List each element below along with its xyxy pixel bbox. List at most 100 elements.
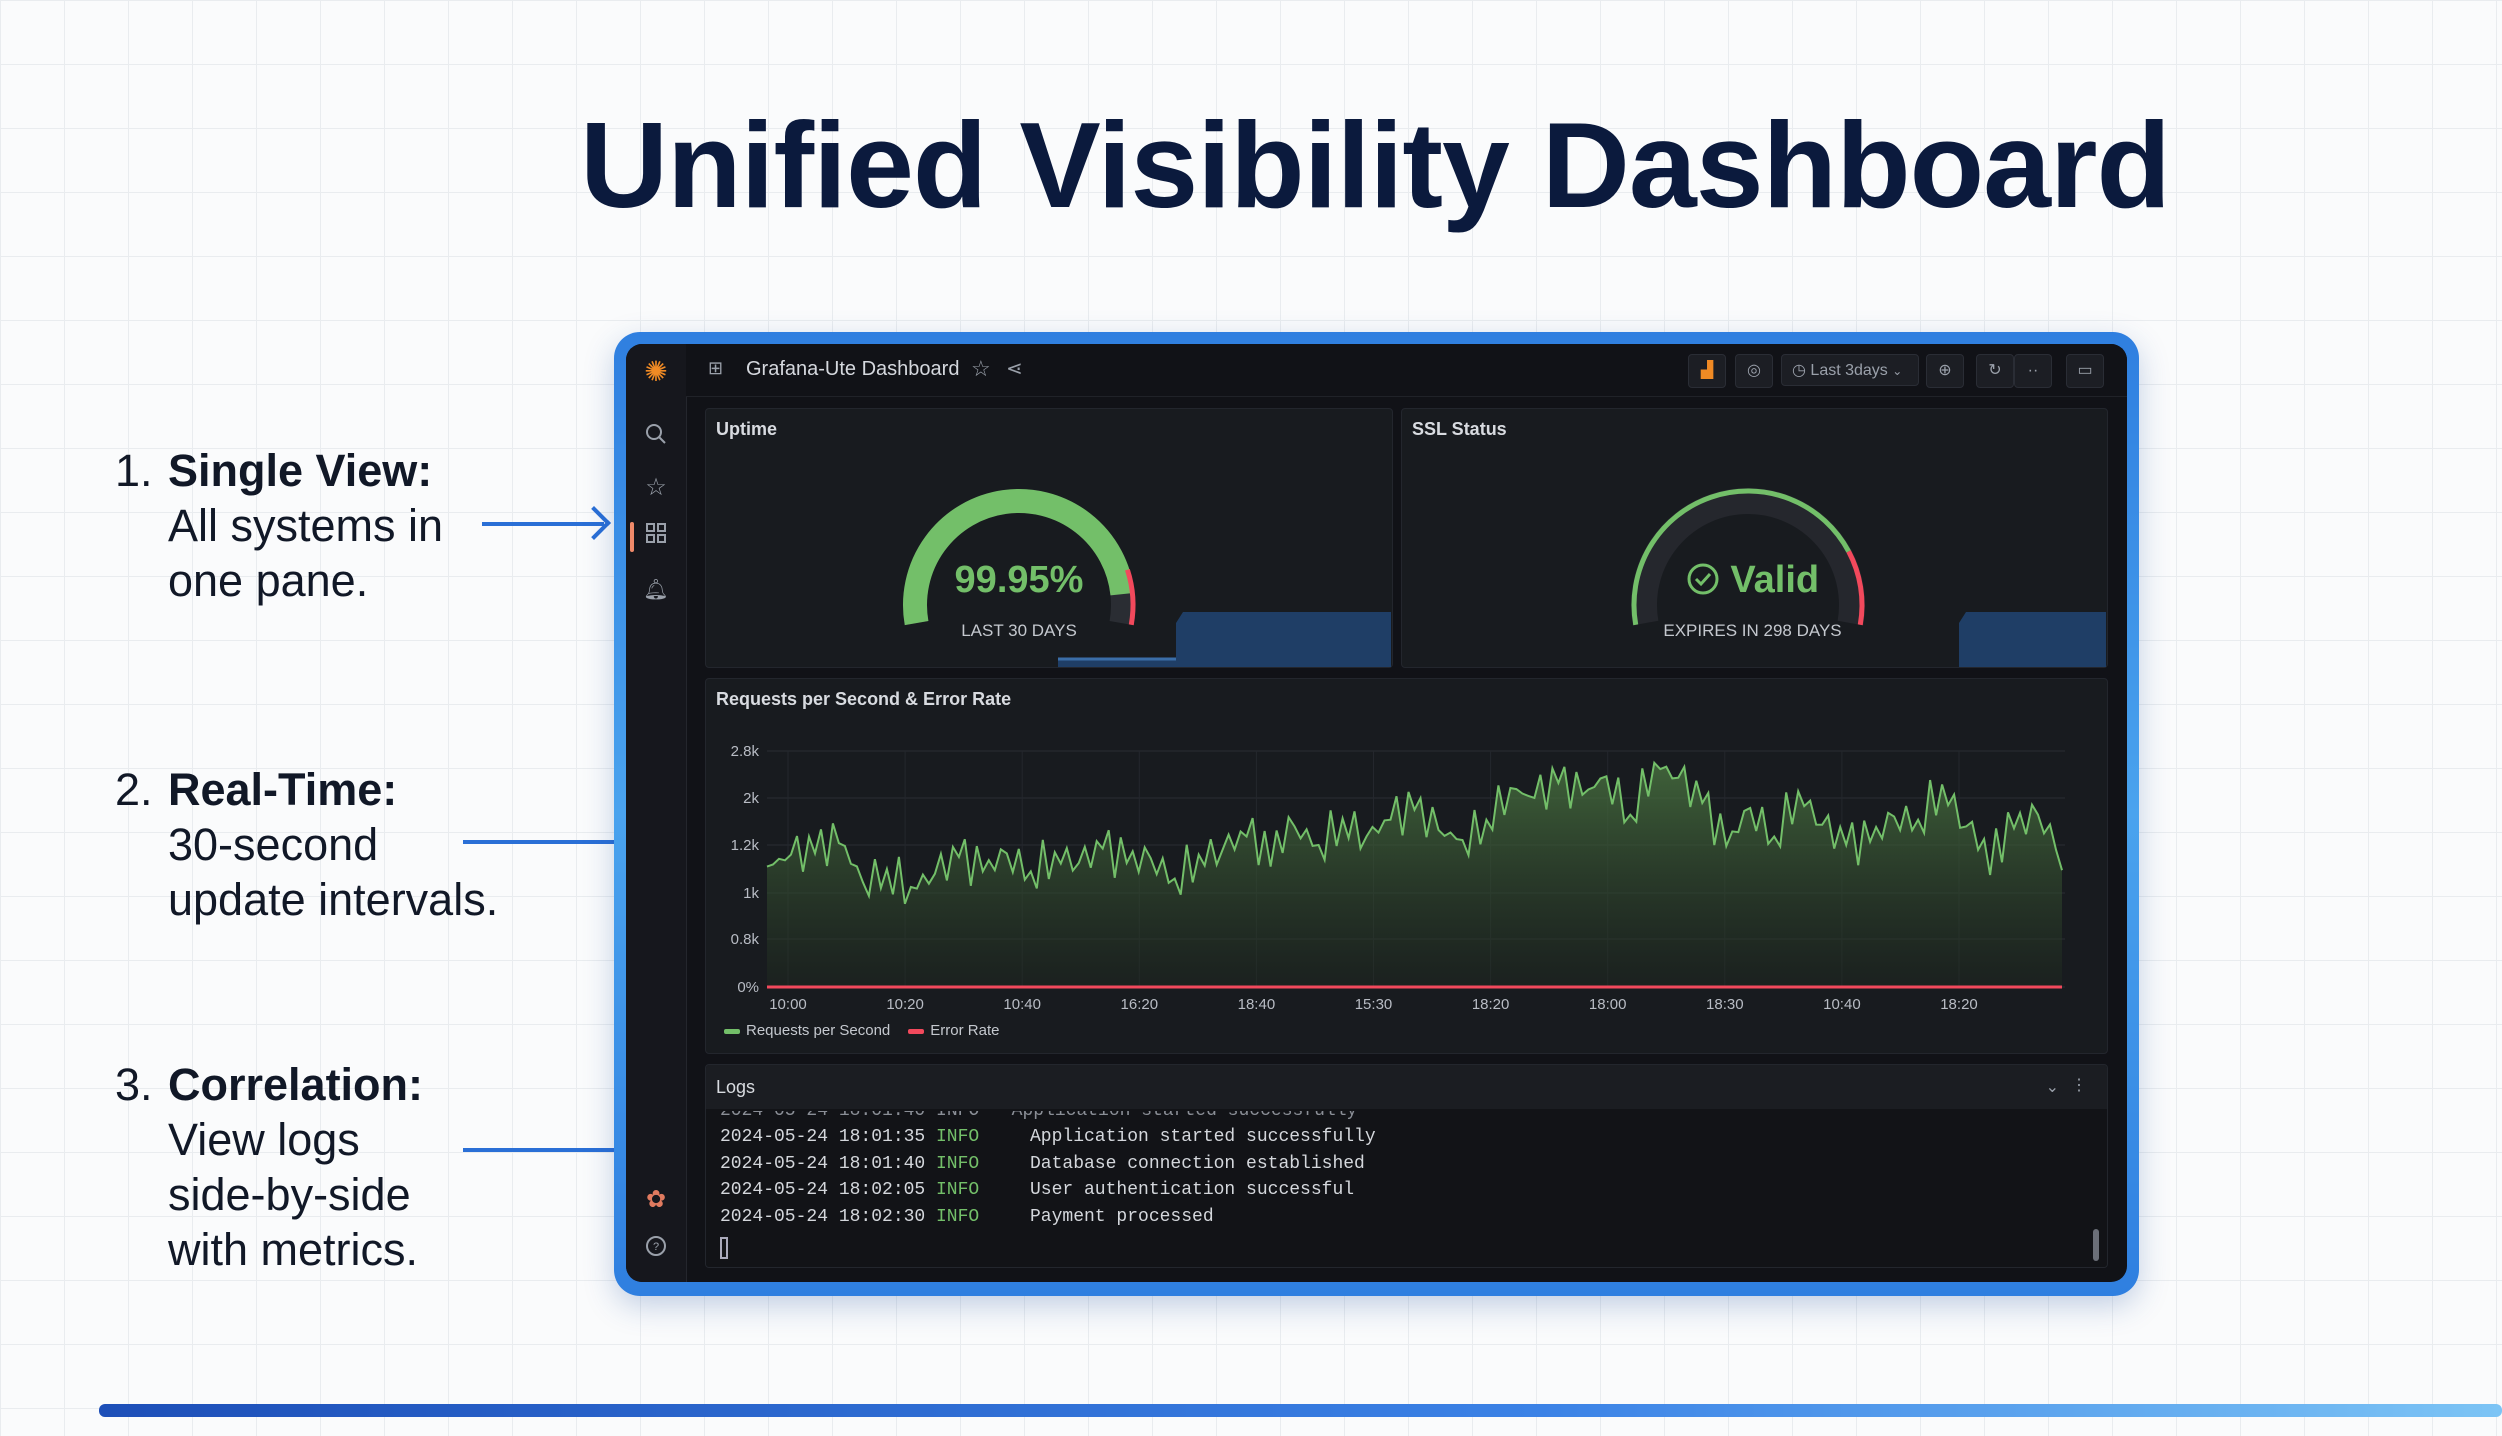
clock-icon: ◷: [1792, 362, 1806, 379]
panel-title: Uptime: [716, 419, 778, 439]
arrow-icon: [463, 840, 691, 844]
point-text: All systems in: [168, 500, 444, 551]
share-icon[interactable]: ⋖: [1006, 358, 1023, 380]
y-tick-label: 2k: [743, 790, 759, 807]
log-msg: Database connection established: [1030, 1153, 1365, 1174]
log-level: INFO: [936, 1180, 980, 1200]
add-panel-button[interactable]: ▟: [1688, 354, 1726, 388]
ssl-subtitle: EXPIRES IN 298 DAYS: [1663, 621, 1842, 640]
logs-panel: Logs ⌄ ⋮ 2024-05-24 18:01:40 INFO Applic…: [705, 1064, 2108, 1268]
help-icon[interactable]: ?: [640, 1234, 672, 1266]
y-tick-label: 1k: [743, 885, 759, 902]
point-title: Real-Time:: [168, 764, 398, 815]
user-avatar-icon[interactable]: ✿: [645, 1186, 667, 1213]
panel-title: SSL Status: [1412, 419, 1507, 439]
dashboard-title[interactable]: Grafana-Ute Dashboard: [746, 358, 960, 380]
star-icon[interactable]: ☆: [645, 474, 667, 501]
x-tick-label: 16:20: [1121, 996, 1159, 1013]
chart-legend: Requests per Second Error Rate: [724, 1022, 999, 1039]
sparkline: [1058, 612, 1391, 667]
log-level: INFO: [936, 1206, 980, 1227]
uptime-value: 99.95%: [954, 559, 1084, 601]
x-tick-label: 18:40: [1238, 996, 1276, 1013]
text-cursor[interactable]: [720, 1237, 728, 1259]
point-title: Single View:: [168, 445, 433, 496]
point-title: Correlation:: [168, 1059, 424, 1110]
page-title: Unified Visibility Dashboard: [580, 97, 2171, 233]
log-line-partial: 2024-05-24 18:01:40 INFO Application sta…: [720, 1101, 1358, 1121]
arrow-icon: [463, 1148, 691, 1152]
search-icon[interactable]: [640, 422, 672, 454]
active-indicator: [630, 522, 634, 552]
x-tick-label: 15:30: [1355, 996, 1393, 1013]
y-tick-label: 2.8k: [731, 743, 760, 760]
requests-line: [766, 760, 2063, 905]
x-tick-label: 10:40: [1003, 996, 1041, 1013]
star-icon[interactable]: ☆: [971, 356, 991, 381]
bottom-accent-bar: [99, 1404, 2502, 1417]
chart-title: Requests per Second & Error Rate: [716, 689, 1012, 709]
log-ts: 2024-05-24 18:02:30: [720, 1206, 926, 1227]
panel-title: Logs: [716, 1077, 756, 1097]
arrow-icon: [482, 522, 604, 526]
legend-item-requests[interactable]: Requests per Second: [724, 1022, 890, 1039]
requests-chart-panel: Requests per Second & Error Rate 2.8k 2k 1…: [705, 678, 2108, 1054]
x-tick-label: 18:20: [1472, 996, 1510, 1013]
ssl-gauge: [1631, 488, 2106, 667]
ssl-value-text: Valid: [1730, 559, 1820, 601]
log-level: INFO: [936, 1127, 980, 1147]
y-tick-label: 0%: [737, 979, 759, 996]
legend-item-error-rate[interactable]: Error Rate: [908, 1022, 999, 1039]
refresh-interval-button[interactable]: ··: [2014, 354, 2052, 388]
log-ts: 2024-05-24 18:01:35: [720, 1127, 926, 1147]
scrollbar[interactable]: [2093, 1229, 2099, 1261]
top-bar: ⊞ Grafana-Ute Dashboard ☆ ⋖ ▟ ◎ ◷ Last 3…: [686, 344, 2127, 397]
zoom-out-button[interactable]: ⊕: [1926, 354, 1964, 388]
log-msg: Application started successfully: [1030, 1127, 1376, 1147]
time-range-label: Last 3days: [1810, 362, 1888, 379]
log-ts: 2024-05-24 18:01:40: [720, 1153, 926, 1174]
chevron-down-icon: ⌄: [1892, 364, 1903, 378]
dashboard-window: ✺ ☆ 🔔︎ ✿ ? ⊞ Grafana-Ute Dashboard ☆ ⋖ ▟…: [614, 332, 2139, 1296]
dashboards-icon[interactable]: [640, 521, 672, 553]
x-tick-label: 10:40: [1823, 996, 1861, 1013]
uptime-gauge: [903, 489, 1391, 667]
uptime-subtitle: LAST 30 DAYS: [961, 621, 1077, 640]
uptime-panel: Uptime 99.95% LAST 30 DAYS: [705, 408, 1393, 668]
point-number: 1.: [115, 445, 153, 496]
requests-chart: 2.8k 2k 1.2k 1k 0.8k 0% 10:00 10:20 10:40 16:20 18…: [731, 743, 2065, 1013]
point-text: one pane.: [168, 555, 369, 606]
log-msg: User authentication successful: [1030, 1180, 1355, 1200]
sparkline: [1959, 612, 2106, 667]
tv-mode-button[interactable]: ▭: [2066, 354, 2104, 388]
x-tick-label: 18:20: [1940, 996, 1978, 1013]
requests-area: [767, 762, 2062, 987]
x-tick-label: 18:30: [1706, 996, 1744, 1013]
point-text: side-by-side: [168, 1169, 411, 1220]
point-number: 3.: [115, 1059, 153, 1110]
log-level: INFO: [936, 1153, 980, 1174]
menu-icon[interactable]: ⋮: [2071, 1077, 2087, 1094]
point-text: with metrics.: [168, 1224, 419, 1275]
svg-text:?: ?: [653, 1241, 659, 1253]
log-msg: Payment processed: [1030, 1206, 1214, 1227]
refresh-button[interactable]: ↻: [1976, 354, 2014, 388]
point-text: 30-second: [168, 819, 379, 870]
bell-icon[interactable]: 🔔︎: [643, 579, 669, 601]
log-ts: 2024-05-24 18:02:05: [720, 1180, 926, 1200]
point-number: 2.: [115, 764, 153, 815]
ssl-panel: SSL Status Valid EXPIRES IN 298 DAYS: [1401, 408, 2108, 668]
chevron-down-icon[interactable]: ⌄: [2045, 1079, 2059, 1096]
point-text: update intervals.: [168, 874, 499, 925]
grafana-logo-icon[interactable]: ✺: [644, 356, 668, 387]
y-tick-label: 0.8k: [731, 931, 760, 948]
sidebar: ✺ ☆ 🔔︎ ✿ ?: [626, 344, 687, 1282]
x-tick-label: 10:00: [769, 996, 807, 1013]
x-tick-label: 18:00: [1589, 996, 1627, 1013]
check-circle-icon: [1687, 563, 1719, 595]
settings-button[interactable]: ◎: [1735, 354, 1773, 388]
y-tick-label: 1.2k: [731, 837, 760, 854]
dashboard-grid-icon: ⊞: [708, 358, 724, 378]
time-range-picker[interactable]: ◷ Last 3days ⌄: [1781, 354, 1919, 386]
ssl-value: Valid: [1400, 559, 2105, 602]
